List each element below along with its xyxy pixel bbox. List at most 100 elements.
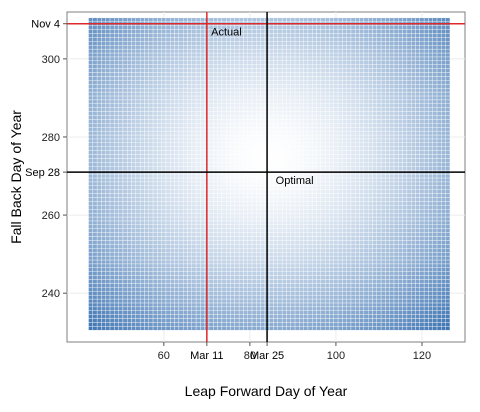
heatmap-cell: [235, 272, 239, 276]
heatmap-cell: [222, 272, 226, 276]
heatmap-cell: [351, 252, 355, 256]
heatmap-cell: [106, 280, 110, 284]
heatmap-cell: [93, 283, 97, 287]
heatmap-cell: [308, 65, 312, 69]
heatmap-cell: [295, 131, 299, 135]
heatmap-cell: [196, 237, 200, 241]
heatmap-cell: [317, 287, 321, 291]
heatmap-cell: [243, 252, 247, 256]
heatmap-cell: [89, 248, 93, 252]
heatmap-cell: [179, 264, 183, 268]
heatmap-cell: [170, 112, 174, 116]
heatmap-cell: [304, 319, 308, 323]
heatmap-cell: [153, 311, 157, 315]
heatmap-cell: [101, 221, 105, 225]
heatmap-cell: [351, 88, 355, 92]
heatmap-cell: [278, 53, 282, 57]
heatmap-cell: [93, 295, 97, 299]
heatmap-cell: [170, 201, 174, 205]
heatmap-cell: [175, 108, 179, 112]
heatmap-cell: [235, 311, 239, 315]
heatmap-cell: [119, 260, 123, 264]
heatmap-cell: [226, 315, 230, 319]
heatmap-cell: [222, 256, 226, 260]
heatmap-cell: [175, 182, 179, 186]
heatmap-cell: [175, 248, 179, 252]
heatmap-cell: [136, 295, 140, 299]
heatmap-cell: [123, 147, 127, 151]
heatmap-cell: [110, 41, 114, 45]
heatmap-cell: [157, 319, 161, 323]
heatmap-cell: [248, 76, 252, 80]
heatmap-cell: [196, 244, 200, 248]
heatmap-cell: [235, 123, 239, 127]
heatmap-cell: [231, 244, 235, 248]
heatmap-cell: [196, 256, 200, 260]
heatmap-cell: [278, 205, 282, 209]
heatmap-cell: [243, 295, 247, 299]
heatmap-cell: [127, 41, 131, 45]
heatmap-cell: [149, 299, 153, 303]
heatmap-cell: [261, 151, 265, 155]
heatmap-cell: [295, 100, 299, 104]
heatmap-cell: [196, 186, 200, 190]
heatmap-cell: [239, 299, 243, 303]
heatmap-cell: [235, 322, 239, 326]
heatmap-cell: [222, 108, 226, 112]
heatmap-cell: [299, 127, 303, 131]
heatmap-cell: [93, 80, 97, 84]
heatmap-cell: [93, 61, 97, 65]
heatmap-cell: [170, 252, 174, 256]
heatmap-cell: [295, 151, 299, 155]
heatmap-cell: [127, 326, 131, 330]
heatmap-cell: [347, 80, 351, 84]
heatmap-cell: [312, 280, 316, 284]
heatmap-cell: [162, 233, 166, 237]
heatmap-cell: [278, 213, 282, 217]
heatmap-cell: [175, 135, 179, 139]
heatmap-cell: [291, 213, 295, 217]
heatmap-cell: [347, 53, 351, 57]
heatmap-cell: [299, 295, 303, 299]
heatmap-cell: [286, 143, 290, 147]
heatmap-cell: [299, 256, 303, 260]
heatmap-cell: [269, 248, 273, 252]
heatmap-cell: [170, 311, 174, 315]
heatmap-cell: [114, 57, 118, 61]
heatmap-cell: [162, 311, 166, 315]
heatmap-cell: [166, 240, 170, 244]
heatmap-cell: [308, 92, 312, 96]
heatmap-cell: [166, 186, 170, 190]
heatmap-cell: [226, 178, 230, 182]
heatmap-cell: [317, 73, 321, 77]
heatmap-cell: [347, 252, 351, 256]
heatmap-cell: [226, 280, 230, 284]
heatmap-cell: [312, 240, 316, 244]
heatmap-cell: [166, 280, 170, 284]
heatmap-cell: [162, 186, 166, 190]
heatmap-cell: [321, 198, 325, 202]
heatmap-cell: [222, 252, 226, 256]
heatmap-cell: [192, 264, 196, 268]
heatmap-cell: [119, 112, 123, 116]
heatmap-cell: [140, 69, 144, 73]
heatmap-cell: [93, 88, 97, 92]
heatmap-cell: [179, 30, 183, 34]
heatmap-cell: [149, 178, 153, 182]
heatmap-cell: [101, 155, 105, 159]
heatmap-cell: [162, 61, 166, 65]
heatmap-cell: [110, 186, 114, 190]
heatmap-cell: [329, 322, 333, 326]
heatmap-cell: [243, 291, 247, 295]
heatmap-cell: [136, 260, 140, 264]
heatmap-cell: [179, 135, 183, 139]
heatmap-cell: [209, 307, 213, 311]
heatmap-cell: [239, 233, 243, 237]
heatmap-cell: [218, 287, 222, 291]
heatmap-cell: [304, 252, 308, 256]
heatmap-cell: [149, 248, 153, 252]
heatmap-cell: [329, 41, 333, 45]
heatmap-cell: [149, 315, 153, 319]
heatmap-cell: [325, 276, 329, 280]
heatmap-cell: [351, 84, 355, 88]
